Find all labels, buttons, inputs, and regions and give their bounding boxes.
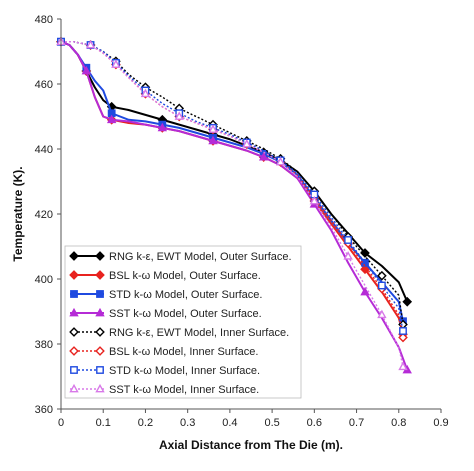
legend-marker [96, 366, 104, 374]
x-tick-label: 0.9 [433, 417, 448, 429]
legend-marker [69, 346, 79, 356]
y-axis-title: Temperature (K). [11, 166, 25, 261]
legend-marker [70, 366, 78, 374]
series-line [61, 41, 404, 367]
legend-marker [69, 327, 79, 337]
data-point [81, 65, 92, 75]
x-tick-label: 0.5 [264, 417, 279, 429]
series-4 [56, 36, 412, 374]
data-point [208, 135, 218, 145]
x-tick-label: 0 [58, 417, 64, 429]
legend-marker [95, 270, 105, 280]
legend-label: RNG k-ε, EWT Model, Inner Surface. [109, 327, 289, 339]
data-point [398, 332, 408, 343]
legend-marker [95, 383, 105, 393]
series-8 [56, 36, 408, 371]
series-line [61, 41, 404, 325]
y-tick-label: 380 [35, 339, 53, 351]
data-point [106, 114, 117, 124]
legend-label: STD k-ω Model, Inner Surface. [109, 365, 260, 377]
legend-marker [95, 251, 105, 261]
data-point [360, 286, 370, 296]
y-tick-label: 420 [35, 209, 53, 221]
y-tick-label: 400 [35, 274, 53, 286]
legend-marker [70, 290, 78, 298]
legend-label: SST k-ω Model, Outer Surface. [109, 308, 262, 320]
x-tick-label: 0.1 [96, 417, 111, 429]
y-tick-label: 440 [35, 144, 53, 156]
data-point [360, 264, 370, 275]
x-tick-label: 0.7 [349, 417, 364, 429]
x-tick-label: 0.6 [307, 417, 322, 429]
data-point [111, 59, 121, 68]
data-point [85, 39, 96, 49]
legend-label: SST k-ω Model, Inner Surface. [109, 384, 259, 396]
x-tick-label: 0.2 [138, 417, 153, 429]
data-point [377, 309, 387, 319]
data-point [258, 151, 269, 161]
series-line [61, 41, 404, 332]
data-point [275, 156, 286, 166]
legend-box [64, 245, 302, 399]
data-point [309, 195, 320, 205]
data-point [208, 124, 218, 133]
legend-marker [69, 383, 79, 393]
data-point [140, 88, 151, 98]
data-point [343, 251, 353, 260]
y-tick-label: 480 [35, 14, 53, 26]
data-point [399, 327, 407, 335]
legend-marker [69, 270, 79, 280]
data-point [402, 296, 413, 307]
legend-label: RNG k-ε, EWT Model, Outer Surface. [109, 251, 292, 263]
data-point [398, 361, 408, 371]
legend-marker [69, 251, 79, 261]
axes: 0 0.1 0.2 0.3 0.4 0.5 0.6 0.7 0.8 0.9 360 380 400 420… [35, 14, 449, 429]
data-point [344, 236, 353, 244]
legend: RNG k-ε, EWT Model, Outer Surface. BSL k-… [64, 245, 302, 399]
plot-area [56, 36, 413, 374]
legend-label: BSL k-ω Model, Outer Surface. [109, 270, 261, 282]
legend-marker [95, 307, 105, 317]
data-point [174, 111, 184, 120]
legend-label: STD k-ω Model, Outer Surface. [109, 289, 262, 301]
data-point [360, 248, 370, 258]
data-point [377, 270, 387, 281]
x-tick-label: 0.3 [180, 417, 195, 429]
legend-marker [95, 327, 105, 337]
legend-label: BSL k-ω Model, Inner Surface. [109, 346, 258, 358]
data-point [377, 281, 386, 290]
x-axis-title: Axial Distance from The Die (m). [159, 438, 343, 452]
x-tick-label: 0.4 [222, 417, 237, 429]
data-point [242, 138, 252, 148]
y-tick-label: 460 [35, 79, 53, 91]
legend-marker [96, 290, 104, 298]
legend-marker [95, 346, 105, 356]
legend-marker [69, 307, 79, 317]
data-point [157, 122, 168, 132]
y-tick-label: 360 [35, 404, 53, 416]
x-tick-label: 0.8 [391, 417, 406, 429]
